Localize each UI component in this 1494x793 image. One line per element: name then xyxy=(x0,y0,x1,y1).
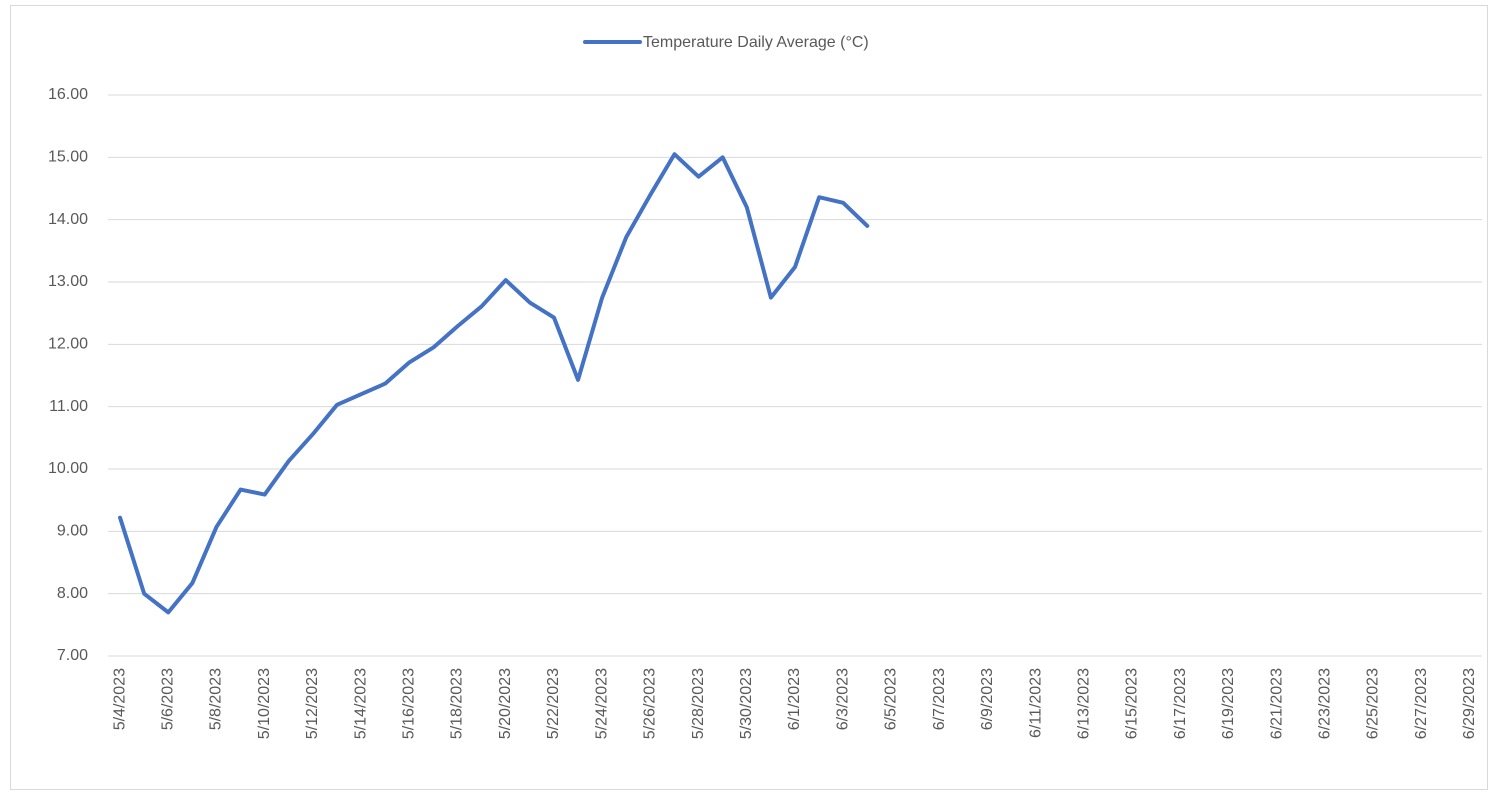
y-tick-label: 10.00 xyxy=(48,460,88,477)
x-tick-label: 5/30/2023 xyxy=(738,668,755,739)
x-tick-label: 5/14/2023 xyxy=(352,668,369,739)
x-tick-label: 5/4/2023 xyxy=(111,668,128,730)
x-tick-label: 6/15/2023 xyxy=(1124,668,1141,739)
x-tick-label: 6/17/2023 xyxy=(1172,668,1189,739)
y-tick-label: 8.00 xyxy=(57,585,88,602)
y-tick-label: 7.00 xyxy=(57,647,88,664)
x-tick-label: 6/27/2023 xyxy=(1413,668,1430,739)
x-tick-label: 6/25/2023 xyxy=(1365,668,1382,739)
x-tick-label: 6/29/2023 xyxy=(1461,668,1478,739)
y-tick-label: 16.00 xyxy=(48,86,88,103)
x-tick-label: 5/10/2023 xyxy=(256,668,273,739)
x-tick-label: 5/8/2023 xyxy=(208,668,225,730)
y-tick-label: 12.00 xyxy=(48,336,88,353)
x-tick-label: 5/6/2023 xyxy=(159,668,176,730)
y-tick-label: 15.00 xyxy=(48,149,88,166)
x-tick-label: 6/21/2023 xyxy=(1268,668,1285,739)
x-tick-label: 5/20/2023 xyxy=(497,668,514,739)
legend-label: Temperature Daily Average (°C) xyxy=(643,34,869,51)
x-tick-label: 5/18/2023 xyxy=(449,668,466,739)
x-tick-label: 6/9/2023 xyxy=(979,668,996,730)
x-tick-label: 5/16/2023 xyxy=(401,668,418,739)
series-line xyxy=(118,152,870,615)
x-tick-label: 6/11/2023 xyxy=(1027,668,1044,738)
x-tick-label: 5/26/2023 xyxy=(642,668,659,739)
y-tick-label: 14.00 xyxy=(48,211,88,228)
x-tick-label: 5/28/2023 xyxy=(690,668,707,739)
y-tick-label: 11.00 xyxy=(49,398,88,415)
x-tick-label: 6/19/2023 xyxy=(1220,668,1237,739)
y-tick-label: 13.00 xyxy=(48,273,88,290)
x-tick-label: 6/13/2023 xyxy=(1075,668,1092,739)
x-tick-label: 6/3/2023 xyxy=(834,668,851,730)
x-tick-label: 6/23/2023 xyxy=(1317,668,1334,739)
x-tick-label: 5/24/2023 xyxy=(593,668,610,739)
x-tick-label: 6/5/2023 xyxy=(883,668,900,730)
y-tick-label: 9.00 xyxy=(57,523,88,540)
chart-border xyxy=(10,5,1488,790)
x-tick-label: 6/1/2023 xyxy=(786,668,803,730)
x-tick-label: 5/22/2023 xyxy=(545,668,562,739)
x-tick-label: 6/7/2023 xyxy=(931,668,948,730)
x-tick-label: 5/12/2023 xyxy=(304,668,321,739)
